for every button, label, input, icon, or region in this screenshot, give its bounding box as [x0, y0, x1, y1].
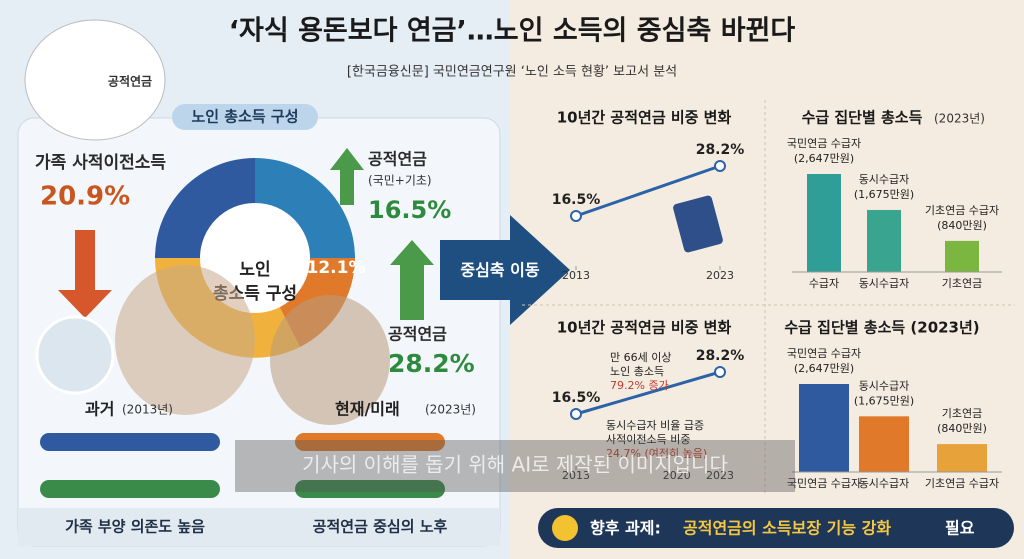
grandmother — [115, 265, 255, 415]
pension-base-sub: (국민+기초) — [368, 174, 432, 188]
left-footer — [18, 508, 500, 546]
value-label: (840만원) — [937, 219, 987, 232]
pension-now-value: 28.2% — [388, 349, 475, 378]
x-tick-label: 국민연금 수급자 — [787, 477, 861, 490]
down-arrow — [58, 230, 112, 318]
bar — [859, 416, 909, 472]
annotation: 24.7% (여전히 높음) — [606, 446, 707, 460]
banner-tail: 필요 — [945, 519, 975, 538]
donut-segment — [155, 158, 255, 258]
grandfather — [270, 295, 390, 425]
x-tick-label: 기초연금 — [942, 277, 982, 290]
value-label: (1,675만원) — [854, 394, 914, 407]
bar-name: 기초연금 수급자 — [925, 204, 999, 217]
passport-icon — [673, 195, 723, 253]
line — [575, 164, 721, 218]
bar — [945, 240, 979, 272]
progress-bar — [40, 480, 220, 498]
annotation: 만 66세 이상 — [610, 351, 671, 364]
section-pill — [172, 104, 318, 130]
bar — [867, 209, 901, 272]
value-label: 16.5% — [552, 390, 601, 406]
past-label: 과거 — [85, 400, 114, 419]
badge: 공적연금 — [108, 74, 152, 89]
donut-center: 노인 — [239, 260, 270, 280]
x-tick-label: 동시수급자 — [859, 477, 910, 490]
panel-title: 10년간 공적연금 비중 변화 — [557, 109, 732, 127]
past-portrait — [35, 315, 115, 395]
x-tick-label: 2023 — [706, 469, 734, 482]
pension-base-value: 16.5% — [368, 196, 451, 224]
progress-bar — [295, 433, 445, 451]
pension-base-label: 공적연금 — [368, 150, 427, 169]
annotation: 동시수급자 비율 급증 — [606, 419, 704, 432]
up-arrow — [390, 240, 434, 320]
value-label: 28.2% — [696, 348, 745, 364]
value-label: (2,647만원) — [794, 362, 854, 375]
annotation: 79.2% 증가 — [610, 379, 669, 392]
banner-lead: 향후 과제: — [590, 519, 661, 538]
thought-bubble — [24, 19, 166, 141]
point — [714, 160, 726, 172]
pension-now-label: 공적연금 — [388, 325, 447, 344]
x-tick-label: 2013 — [562, 269, 590, 282]
shift-arrow — [440, 215, 570, 325]
bar — [937, 444, 987, 472]
panel-title-suffix: (2023년) — [934, 112, 985, 126]
bulb-icon — [552, 515, 578, 541]
bar — [799, 384, 849, 472]
x-tick-label: 동시수급자 — [859, 277, 910, 290]
point — [714, 366, 726, 378]
progress-bar — [295, 480, 445, 498]
line — [575, 370, 721, 416]
watermark: 기사의 이해를 돕기 위해 AI로 제작된 이미지입니다 — [302, 453, 728, 477]
section-label: 노인 총소득 구성 — [191, 108, 298, 126]
watermark-box — [235, 440, 795, 492]
bar-name: 국민연금 수급자 — [787, 347, 861, 360]
x-tick-label: 수급자 — [809, 277, 839, 290]
bar-name: 동시수급자 — [859, 379, 910, 392]
point — [570, 408, 582, 420]
banner — [538, 508, 1014, 548]
panels: 10년간 공적연금 비중 변화 2013 2023 16.5% 28.2% 수급 집단별 … — [552, 109, 1002, 490]
banner-highlight: 공적연금의 소득보장 기능 강화 — [683, 519, 891, 538]
x-tick-label: 2020 — [663, 469, 691, 482]
annotation: 노인 총소득 — [610, 365, 664, 378]
panel-title: 수급 집단별 총소득 — [802, 109, 923, 127]
value-label: 16.5% — [552, 192, 601, 208]
value-label: 28.2% — [696, 142, 745, 158]
up-arrow — [330, 148, 364, 205]
value-label: (1,675만원) — [854, 188, 914, 201]
family-value: 20.9% — [40, 182, 130, 212]
annotation: 사적이전소득 비중 — [606, 433, 690, 446]
donut-label: 12.1% — [307, 258, 366, 278]
bar — [807, 174, 841, 272]
panel-title: 수급 집단별 총소득 (2023년) — [784, 319, 979, 337]
x-tick-label: 2013 — [562, 469, 590, 482]
progress-bar — [40, 433, 220, 451]
title: ‘자식 용돈보다 연금’…노인 소득의 중심축 바뀐다 — [229, 16, 796, 47]
point — [570, 210, 582, 222]
donut-segment — [255, 158, 355, 258]
now-label: 현재/미래 — [335, 400, 400, 419]
shift-label: 중심축 이동 — [460, 261, 539, 280]
subtitle: [한국금융신문] 국민연금연구원 ‘노인 소득 현황’ 보고서 분석 — [347, 65, 677, 80]
footer-right: 공적연금 중심의 노후 — [313, 518, 448, 536]
bar-name: 기초연금 — [942, 407, 982, 420]
value-label: (840만원) — [937, 422, 987, 435]
bar-name: 동시수급자 — [859, 173, 910, 186]
footer-left: 가족 부양 의존도 높음 — [65, 518, 205, 536]
x-tick-label: 2023 — [706, 269, 734, 282]
past-year: (2013년) — [122, 403, 173, 417]
bar-name: 국민연금 수급자 — [787, 137, 861, 150]
value-label: (2,647만원) — [794, 152, 854, 165]
panel-title: 10년간 공적연금 비중 변화 — [557, 319, 732, 337]
family-label: 가족 사적이전소득 — [35, 153, 166, 173]
x-tick-label: 기초연금 수급자 — [925, 477, 999, 490]
now-year: (2023년) — [425, 403, 476, 417]
